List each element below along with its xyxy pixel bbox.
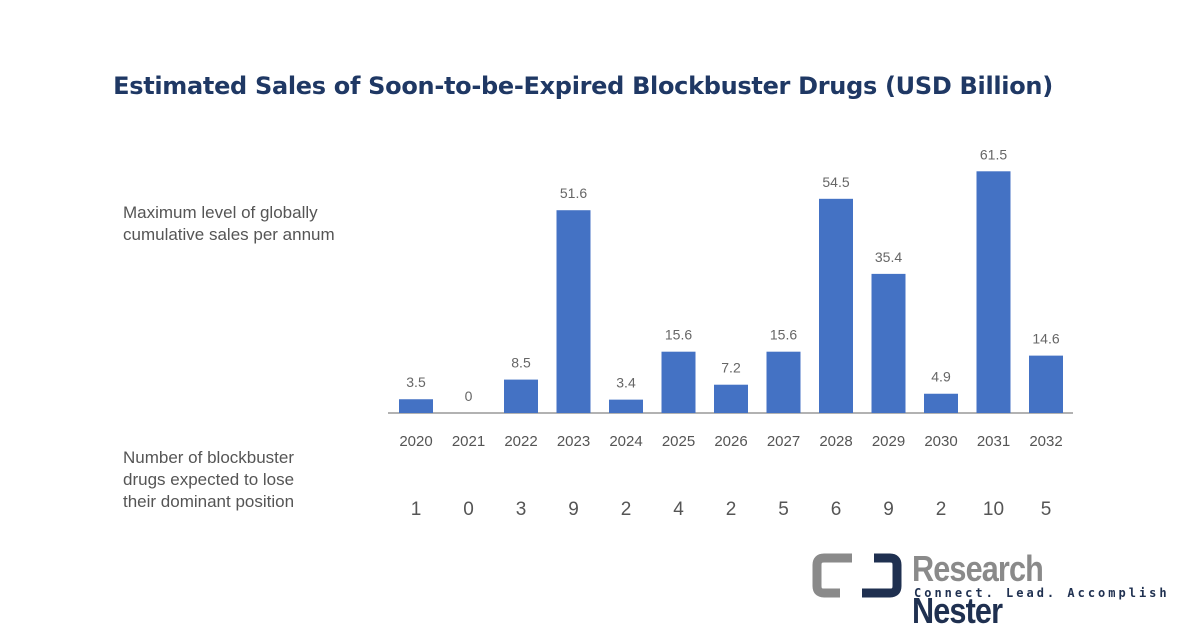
- count-value: 10: [983, 499, 1004, 520]
- data-label: 51.6: [560, 185, 587, 201]
- bar: [661, 351, 696, 413]
- sales-label-line: Maximum level of globally: [123, 203, 318, 222]
- count-value: 2: [936, 499, 947, 520]
- sales-label-line: cumulative sales per annum: [123, 225, 335, 244]
- data-label: 0: [465, 388, 473, 404]
- bar: [976, 171, 1011, 413]
- count-label-line: Number of blockbuster: [123, 448, 295, 467]
- x-tick-label: 2032: [1029, 433, 1062, 450]
- x-tick-label: 2020: [399, 433, 432, 450]
- logo-mark-icon: [812, 553, 902, 598]
- x-tick-label: 2029: [872, 433, 905, 450]
- data-label: 3.4: [616, 375, 636, 391]
- bar: [714, 384, 748, 413]
- count-value: 6: [831, 499, 842, 520]
- count-value: 1: [411, 499, 422, 520]
- count-label-line: drugs expected to lose: [123, 470, 295, 489]
- x-tick-label: 2025: [662, 433, 695, 450]
- bar: [819, 198, 853, 413]
- count-value: 3: [516, 499, 527, 520]
- sales-row-label: Maximum level of globally cumulative sal…: [123, 202, 335, 246]
- bar: [1029, 355, 1063, 413]
- chart-title: Estimated Sales of Soon-to-be-Expired Bl…: [113, 72, 1053, 100]
- count-value: 5: [778, 499, 789, 520]
- x-tick-label: 2022: [504, 433, 537, 450]
- data-label: 15.6: [770, 327, 797, 343]
- data-label: 8.5: [511, 355, 531, 371]
- bar: [504, 379, 538, 413]
- count-value: 0: [463, 499, 474, 520]
- research-nester-logo: Research Nester Connect. Lead. Accomplis…: [812, 548, 1172, 631]
- bar: [871, 273, 906, 413]
- x-tick-label: 2021: [452, 433, 485, 450]
- data-label: 35.4: [875, 249, 902, 265]
- data-label: 7.2: [721, 360, 741, 376]
- data-label: 14.6: [1032, 331, 1059, 347]
- bar: [556, 210, 591, 413]
- bar: [766, 351, 801, 413]
- data-label: 15.6: [665, 327, 692, 343]
- logo-text: Research Nester: [912, 548, 1044, 631]
- count-value: 5: [1041, 499, 1052, 520]
- data-label: 4.9: [931, 369, 951, 385]
- x-tick-label: 2027: [767, 433, 800, 450]
- count-value: 4: [673, 499, 684, 520]
- data-label: 54.5: [822, 174, 849, 190]
- count-value: 9: [883, 499, 894, 520]
- bar: [924, 393, 958, 413]
- x-tick-label: 2023: [557, 433, 590, 450]
- data-label: 3.5: [406, 374, 426, 390]
- bar: [399, 399, 433, 413]
- x-tick-label: 2026: [714, 433, 747, 450]
- x-tick-label: 2030: [924, 433, 957, 450]
- x-tick-label: 2028: [819, 433, 852, 450]
- count-label-line: their dominant position: [123, 492, 295, 511]
- count-value: 9: [568, 499, 579, 520]
- x-tick-label: 2024: [609, 433, 642, 450]
- count-row-label: Number of blockbuster drugs expected to …: [123, 447, 294, 513]
- bar: [609, 399, 643, 413]
- logo-tagline: Connect. Lead. Accomplish: [914, 586, 1170, 600]
- x-tick-label: 2031: [977, 433, 1010, 450]
- data-label: 61.5: [980, 146, 1007, 162]
- count-value: 2: [726, 499, 737, 520]
- count-value: 2: [621, 499, 632, 520]
